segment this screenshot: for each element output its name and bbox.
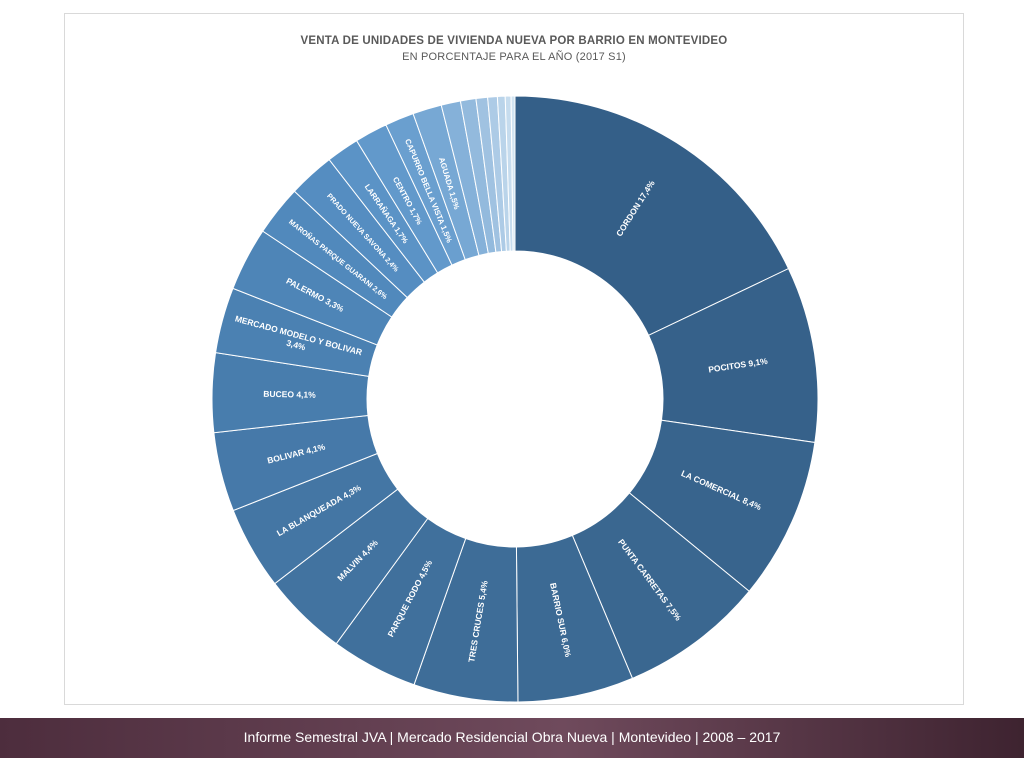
donut-slice [510, 95, 516, 252]
donut-slice [514, 95, 790, 336]
chart-title: VENTA DE UNIDADES DE VIVIENDA NUEVA POR … [300, 35, 728, 47]
chart-subtitle: EN PORCENTAJE PARA EL AÑO (2017 S1) [402, 51, 626, 63]
chart-card: VENTA DE UNIDADES DE VIVIENDA NUEVA POR … [64, 13, 964, 705]
donut-chart: CORDON 17,4%POCITOS 9,1%LA COMERCIAL 8,4… [211, 95, 819, 703]
footer-bar: Informe Semestral JVA | Mercado Residenc… [0, 718, 1024, 758]
footer-text: Informe Semestral JVA | Mercado Residenc… [243, 729, 781, 745]
slice-label: BUCEO 4,1% [263, 389, 316, 400]
